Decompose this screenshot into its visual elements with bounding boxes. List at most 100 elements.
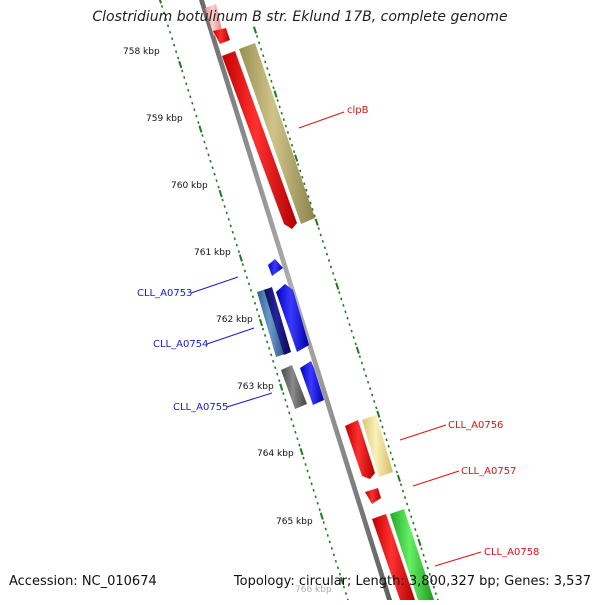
scale-label: 764 kbp <box>257 449 294 459</box>
gene-red-0758[interactable] <box>372 514 415 600</box>
minor-tick <box>313 214 316 218</box>
gene-green-0758[interactable] <box>390 509 434 600</box>
major-tick <box>319 512 324 520</box>
gene-clpB-red[interactable] <box>222 51 297 229</box>
minor-tick <box>371 393 374 397</box>
minor-tick <box>272 359 275 363</box>
minor-tick <box>213 172 216 176</box>
minor-tick <box>268 73 271 77</box>
major-tick <box>417 538 422 547</box>
scale-label: 763 kbp <box>237 382 274 392</box>
gene-red-small-top[interactable] <box>213 28 230 44</box>
minor-tick <box>290 143 294 147</box>
minor-tick <box>217 185 220 189</box>
minor-tick <box>330 546 333 550</box>
minor-tick <box>278 105 281 109</box>
scale-label: 766 kbp <box>295 585 332 595</box>
major-tick <box>273 90 278 98</box>
gene-yellow-0756[interactable] <box>362 415 393 477</box>
minor-tick <box>379 419 382 423</box>
minor-tick <box>207 153 210 157</box>
minor-tick <box>416 534 419 538</box>
minor-tick <box>389 451 392 455</box>
gene-features <box>205 4 434 600</box>
minor-tick <box>412 521 415 525</box>
minor-tick <box>332 553 335 557</box>
minor-tick <box>319 233 322 237</box>
minor-tick <box>257 314 261 318</box>
gene-blue-small[interactable] <box>268 259 283 276</box>
minor-tick <box>278 379 281 383</box>
minor-tick <box>420 547 423 551</box>
minor-tick <box>235 243 238 247</box>
minor-tick <box>434 592 438 595</box>
gene-red-0756[interactable] <box>345 420 375 479</box>
major-tick <box>158 0 162 4</box>
minor-tick <box>393 464 396 467</box>
scale-label: 765 kbp <box>276 517 313 527</box>
minor-tick <box>274 366 277 370</box>
minor-tick <box>314 495 317 499</box>
minor-tick <box>296 437 299 441</box>
minor-tick <box>302 456 305 460</box>
gene-label-cll-a0757[interactable]: CLL_A0757 <box>461 466 516 477</box>
gene-red-0757[interactable] <box>365 488 381 504</box>
gene-clpB-khaki[interactable] <box>239 43 315 224</box>
minor-tick <box>323 246 327 250</box>
minor-tick <box>406 502 409 506</box>
minor-tick <box>288 411 291 415</box>
minor-tick <box>366 380 370 384</box>
major-tick <box>252 26 258 34</box>
minor-tick <box>221 198 224 202</box>
minor-tick <box>272 86 275 90</box>
minor-tick <box>360 361 364 365</box>
gene-label-cll-a0758[interactable]: CLL_A0758 <box>484 547 539 558</box>
gene-blue-lower[interactable] <box>300 361 324 405</box>
gene-label-cll-a0755[interactable]: CLL_A0755 <box>173 402 228 413</box>
minor-tick <box>292 424 295 428</box>
gene-blue-large[interactable] <box>276 284 309 352</box>
minor-tick <box>195 114 198 118</box>
gene-label-clpB[interactable]: clpB <box>347 105 369 116</box>
minor-tick <box>354 342 357 346</box>
minor-tick <box>369 387 372 391</box>
minor-tick <box>327 259 331 262</box>
minor-tick <box>403 496 407 499</box>
minor-tick <box>309 201 312 205</box>
minor-tick <box>344 592 348 595</box>
minor-tick <box>284 124 287 128</box>
gene-steel[interactable] <box>257 289 285 357</box>
minor-tick <box>321 239 324 243</box>
minor-tick <box>245 276 249 279</box>
minor-tick <box>348 323 351 326</box>
scale-label: 760 kbp <box>171 181 208 191</box>
minor-tick <box>260 47 263 51</box>
minor-tick <box>237 250 240 254</box>
minor-tick <box>362 368 366 371</box>
minor-tick <box>342 304 345 307</box>
minor-tick <box>211 166 214 170</box>
minor-tick <box>193 108 196 112</box>
minor-tick <box>171 37 174 41</box>
minor-tick <box>352 336 355 339</box>
minor-tick <box>358 355 361 359</box>
gene-gray[interactable] <box>281 365 307 409</box>
gene-label-cll-a0753[interactable]: CLL_A0753 <box>137 288 192 299</box>
major-tick <box>294 154 299 162</box>
gene-label-cll-a0754[interactable]: CLL_A0754 <box>153 339 208 350</box>
minor-tick <box>426 566 429 570</box>
minor-tick <box>229 224 232 228</box>
major-tick <box>238 254 243 262</box>
minor-tick <box>173 43 176 47</box>
minor-tick <box>286 131 290 134</box>
major-tick <box>339 577 344 585</box>
minor-tick <box>209 159 212 163</box>
topology-text: Topology: circular; Length: 3,800,327 bp… <box>233 574 591 589</box>
gene-navy[interactable] <box>264 287 291 355</box>
minor-tick <box>243 269 247 273</box>
gene-pink-top[interactable] <box>205 4 222 36</box>
gene-label-cll-a0756[interactable]: CLL_A0756 <box>448 420 503 431</box>
minor-tick <box>318 508 321 512</box>
major-tick <box>198 125 203 133</box>
